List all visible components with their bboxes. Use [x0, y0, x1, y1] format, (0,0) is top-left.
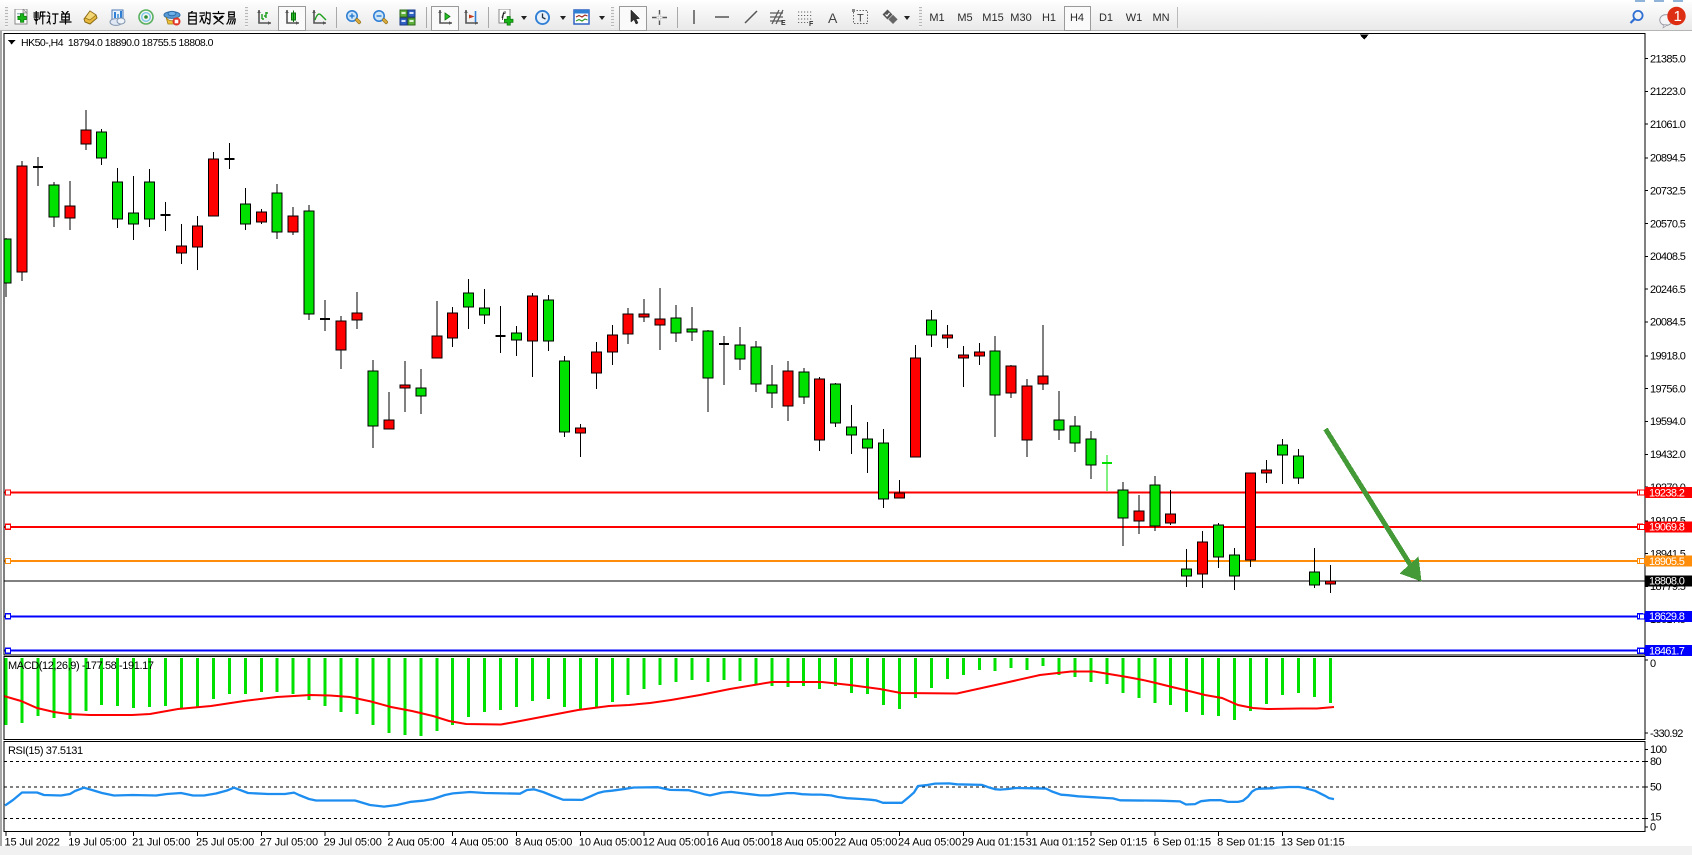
- svg-text:12 Aug 05:00: 12 Aug 05:00: [643, 837, 706, 849]
- svg-text:20408.5: 20408.5: [1650, 251, 1686, 263]
- svg-text:19432.0: 19432.0: [1650, 449, 1686, 461]
- svg-text:16 Aug 05:00: 16 Aug 05:00: [707, 837, 770, 849]
- svg-text:29 Aug 01:15: 29 Aug 01:15: [962, 837, 1025, 849]
- svg-text:21223.0: 21223.0: [1650, 86, 1686, 98]
- svg-text:20570.5: 20570.5: [1650, 218, 1686, 230]
- svg-text:0: 0: [1650, 658, 1656, 670]
- svg-text:18808.0: 18808.0: [1649, 576, 1685, 588]
- svg-text:4 Aug 05:00: 4 Aug 05:00: [451, 837, 508, 849]
- svg-text:31 Aug 01:15: 31 Aug 01:15: [1026, 837, 1089, 849]
- svg-text:2 Sep 01:15: 2 Sep 01:15: [1089, 837, 1147, 849]
- svg-text:21 Jul 05:00: 21 Jul 05:00: [132, 837, 190, 849]
- svg-text:f: f: [502, 10, 506, 20]
- svg-text:18905.5: 18905.5: [1649, 556, 1685, 568]
- svg-text:100: 100: [1650, 744, 1667, 756]
- svg-text:80: 80: [1650, 756, 1661, 768]
- svg-text:19069.8: 19069.8: [1649, 522, 1685, 534]
- svg-text:T: T: [857, 13, 864, 25]
- svg-text:2 Aug 05:00: 2 Aug 05:00: [387, 837, 444, 849]
- svg-text:24 Aug 05:00: 24 Aug 05:00: [898, 837, 961, 849]
- svg-text:25 Jul 05:00: 25 Jul 05:00: [196, 837, 254, 849]
- svg-text:18 Aug 05:00: 18 Aug 05:00: [770, 837, 833, 849]
- svg-text:29 Jul 05:00: 29 Jul 05:00: [324, 837, 382, 849]
- svg-text:27 Jul 05:00: 27 Jul 05:00: [260, 837, 318, 849]
- svg-text:F: F: [809, 21, 814, 27]
- svg-text:21385.0: 21385.0: [1650, 53, 1686, 65]
- svg-text:50: 50: [1650, 782, 1661, 794]
- svg-text:21061.0: 21061.0: [1650, 119, 1686, 131]
- svg-text:19 Jul 05:00: 19 Jul 05:00: [68, 837, 126, 849]
- svg-text:15: 15: [1650, 812, 1661, 824]
- svg-text:HK50-,H4 18794.0 18890.0 1875: HK50-,H4 18794.0 18890.0 18755.5 18808.0: [21, 37, 214, 49]
- svg-text:20732.5: 20732.5: [1650, 185, 1686, 197]
- svg-text:13 Sep 01:15: 13 Sep 01:15: [1281, 837, 1345, 849]
- svg-text:10 Aug 05:00: 10 Aug 05:00: [579, 837, 642, 849]
- svg-text:6 Sep 01:15: 6 Sep 01:15: [1153, 837, 1211, 849]
- svg-text:8 Aug 05:00: 8 Aug 05:00: [515, 837, 572, 849]
- svg-text:RSI(15) 37.5131: RSI(15) 37.5131: [8, 745, 83, 757]
- svg-text:22 Aug 05:00: 22 Aug 05:00: [834, 837, 897, 849]
- svg-text:19756.0: 19756.0: [1650, 383, 1686, 395]
- svg-text:20246.5: 20246.5: [1650, 284, 1686, 296]
- svg-text:20084.5: 20084.5: [1650, 317, 1686, 329]
- svg-text:8 Sep 01:15: 8 Sep 01:15: [1217, 837, 1275, 849]
- svg-text:MACD(12,26,9) -177.58 -191.17: MACD(12,26,9) -177.58 -191.17: [8, 660, 154, 672]
- svg-text:19238.2: 19238.2: [1649, 487, 1685, 499]
- svg-text:0: 0: [1650, 822, 1656, 834]
- svg-text:18629.8: 18629.8: [1649, 611, 1685, 623]
- svg-text:E: E: [781, 20, 786, 27]
- svg-text:-330.92: -330.92: [1650, 728, 1683, 740]
- svg-text:20894.5: 20894.5: [1650, 153, 1686, 165]
- svg-text:1: 1: [1674, 8, 1682, 25]
- svg-text:15 Jul 2022: 15 Jul 2022: [5, 837, 60, 849]
- svg-text:19594.0: 19594.0: [1650, 416, 1686, 428]
- svg-text:18461.7: 18461.7: [1649, 646, 1685, 658]
- svg-text:19918.0: 19918.0: [1650, 351, 1686, 363]
